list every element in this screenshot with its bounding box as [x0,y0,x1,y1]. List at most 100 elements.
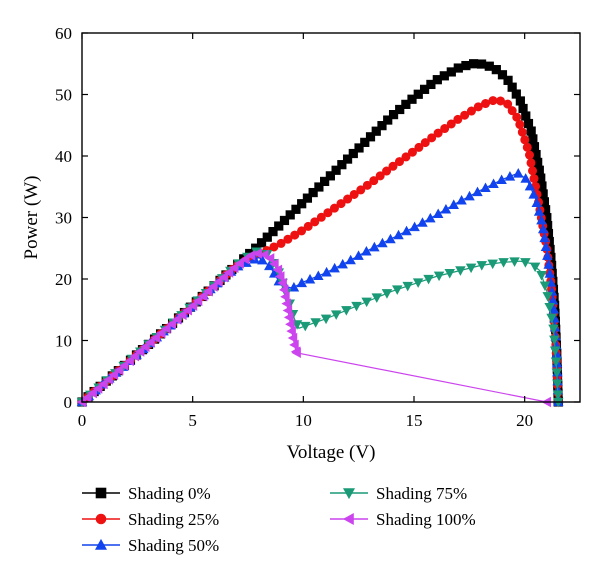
data-point [381,289,393,299]
legend-item: Shading 100% [330,510,476,529]
data-point [269,242,279,252]
legend-label: Shading 50% [128,536,219,555]
legend-item: Shading 0% [82,484,211,503]
y-tick-label: 60 [55,24,72,43]
data-point [543,259,554,269]
axes-layer: 0 5 10 15 20 0 10 20 30 40 50 60 [55,24,580,430]
data-point [354,143,364,153]
data-point [283,234,293,244]
data-point [476,261,488,271]
data-point [393,229,404,240]
data-point [517,127,527,137]
data-point [382,166,392,176]
data-point [277,277,287,289]
data-point [155,327,166,339]
legend-item: Shading 50% [82,536,219,555]
data-point [337,160,347,170]
data-point [348,148,358,159]
data-point [377,121,387,131]
data-point [498,258,509,268]
data-point [341,306,352,316]
data-point [420,138,430,148]
y-tick-label: 20 [55,270,72,289]
data-point [285,319,295,330]
data-point [362,180,372,190]
data-point [323,208,333,218]
data-point [407,94,417,104]
data-point [329,262,340,273]
data-point [417,217,428,227]
data-point [108,369,119,381]
data-point [546,313,557,324]
data-point [401,152,411,162]
data-point [377,237,388,248]
data-point [268,227,278,237]
data-point [526,126,536,136]
data-point [134,346,145,357]
data-point [150,332,161,343]
x-tick-label: 5 [188,411,197,430]
data-point [300,321,311,332]
y-tick-label: 40 [55,147,72,166]
data-point [461,60,471,71]
data-point [197,290,208,302]
data-point [161,323,171,334]
x-tick-label: 20 [516,411,533,430]
data-point [316,212,326,222]
legend-label: Shading 100% [376,510,476,529]
data-point [145,337,155,348]
data-point [282,305,293,316]
data-point [213,276,223,288]
series-3 [76,247,564,408]
data-point [331,165,341,175]
data-point [533,206,545,216]
data-point [433,271,445,282]
data-point [289,339,299,351]
data-point [202,286,213,297]
data-point [487,259,498,270]
data-point [361,245,372,256]
data-point [371,126,381,136]
data-point [515,120,525,130]
data-point [552,379,563,389]
data-point [310,217,320,227]
data-point [365,132,376,142]
data-point [529,174,539,184]
data-point [385,233,396,244]
data-point [542,292,553,302]
data-point [98,378,108,390]
data-point [320,176,330,187]
data-point [536,271,547,281]
data-point [407,147,417,157]
data-point [283,312,294,323]
series-4 [76,248,551,408]
data-point [103,374,113,385]
legend-label: Shading 0% [128,484,211,503]
data-point [113,364,124,376]
data-point [526,158,536,168]
data-point [412,278,424,288]
data-point [279,215,290,226]
series-layer [76,59,564,408]
data-point [409,221,420,232]
data-point [522,142,532,152]
data-point [401,99,411,109]
data-point [87,387,97,399]
data-point [520,258,531,268]
data-point [476,59,487,69]
data-point [544,302,555,313]
data-point [297,226,307,236]
data-point [528,189,539,199]
data-point [550,357,562,368]
data-point [388,110,399,120]
data-point [337,258,348,269]
data-point [351,301,362,312]
data-point [497,70,508,80]
legend-label: Shading 25% [128,510,219,529]
legend-label: Shading 75% [376,484,467,503]
data-point [520,135,530,145]
data-point [314,182,324,192]
x-tick-label: 10 [295,411,312,430]
data-point [548,324,559,335]
data-point [425,212,436,223]
